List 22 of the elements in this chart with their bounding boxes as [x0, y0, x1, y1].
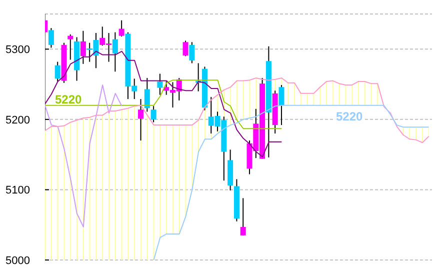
candlestick — [48, 28, 54, 48]
candlestick — [138, 98, 144, 142]
candlestick — [112, 32, 118, 72]
candlestick — [240, 198, 246, 236]
y-tick-label: 5000 — [6, 255, 30, 267]
y-tick-label: 5300 — [6, 44, 30, 56]
line-series — [45, 80, 282, 130]
candlestick — [157, 73, 163, 96]
candlestick — [80, 30, 86, 64]
line-series — [45, 84, 122, 228]
candlestick — [144, 77, 150, 112]
candlestick — [182, 40, 188, 57]
y-tick-label: 5200 — [6, 114, 30, 126]
candlestick — [278, 84, 284, 126]
candlestick — [118, 20, 124, 37]
line-series — [45, 77, 430, 144]
candlestick — [54, 61, 60, 82]
candlestick — [150, 106, 156, 123]
candlestick — [189, 42, 195, 64]
candlestick — [68, 34, 74, 60]
annotation: 5220 — [55, 92, 82, 106]
y-tick-label: 5100 — [6, 184, 30, 197]
